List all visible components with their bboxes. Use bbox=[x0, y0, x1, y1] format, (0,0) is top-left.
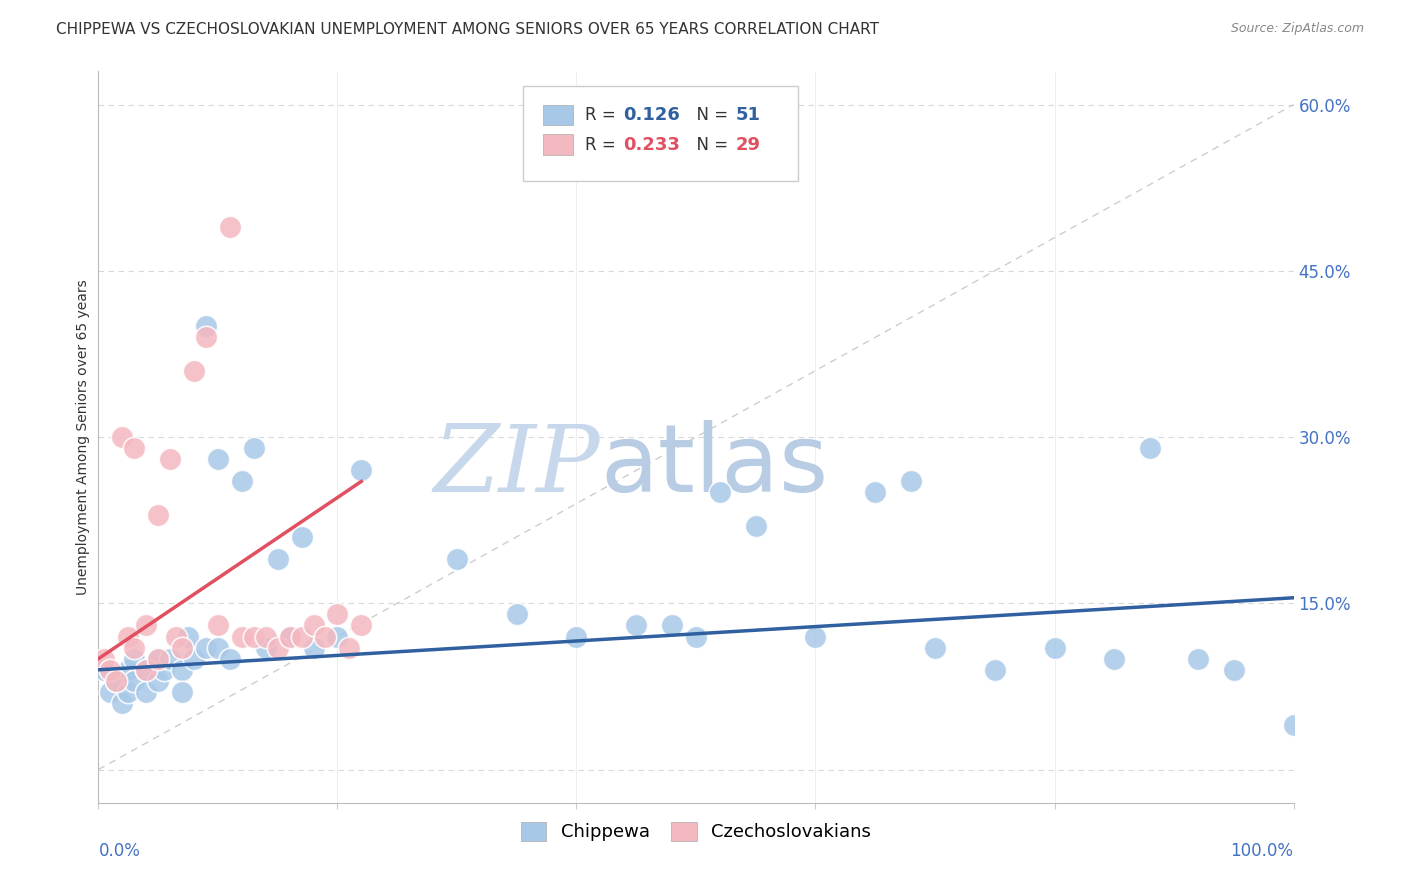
Text: 51: 51 bbox=[735, 106, 761, 124]
Point bbox=[1139, 441, 1161, 455]
Text: 29: 29 bbox=[735, 136, 761, 153]
Point bbox=[153, 663, 176, 677]
Point bbox=[254, 630, 277, 644]
FancyBboxPatch shape bbox=[543, 105, 572, 126]
Point bbox=[326, 630, 349, 644]
Point bbox=[117, 663, 139, 677]
Text: ZIP: ZIP bbox=[433, 421, 600, 511]
Point bbox=[135, 663, 157, 677]
Point bbox=[124, 441, 146, 455]
Point bbox=[267, 552, 290, 566]
Point bbox=[326, 607, 349, 622]
Point bbox=[291, 630, 314, 644]
Legend: Chippewa, Czechoslovakians: Chippewa, Czechoslovakians bbox=[513, 814, 879, 848]
Text: 0.126: 0.126 bbox=[623, 106, 681, 124]
Point bbox=[278, 630, 301, 644]
Point bbox=[661, 618, 683, 632]
Point bbox=[254, 640, 277, 655]
Text: N =: N = bbox=[686, 136, 734, 153]
Point bbox=[865, 485, 887, 500]
Point bbox=[267, 640, 290, 655]
Text: Source: ZipAtlas.com: Source: ZipAtlas.com bbox=[1230, 22, 1364, 36]
Point bbox=[148, 673, 170, 688]
Point bbox=[506, 607, 529, 622]
Point bbox=[207, 452, 229, 467]
Text: N =: N = bbox=[686, 106, 734, 124]
Point bbox=[183, 363, 205, 377]
Point bbox=[117, 630, 139, 644]
Point bbox=[804, 630, 827, 644]
Point bbox=[93, 663, 115, 677]
Point bbox=[745, 518, 768, 533]
Point bbox=[148, 651, 170, 665]
FancyBboxPatch shape bbox=[523, 86, 797, 181]
Point bbox=[195, 330, 218, 344]
Point bbox=[626, 618, 648, 632]
Text: R =: R = bbox=[585, 106, 621, 124]
Point bbox=[219, 219, 242, 234]
Point bbox=[135, 685, 157, 699]
Point bbox=[231, 630, 253, 644]
Point bbox=[172, 640, 194, 655]
Point bbox=[924, 640, 946, 655]
Point bbox=[984, 663, 1007, 677]
Text: atlas: atlas bbox=[600, 420, 828, 512]
Point bbox=[124, 651, 146, 665]
Point bbox=[302, 640, 325, 655]
Point bbox=[172, 685, 194, 699]
Point bbox=[1282, 718, 1305, 732]
Point bbox=[446, 552, 468, 566]
Point bbox=[177, 630, 200, 644]
Text: 0.0%: 0.0% bbox=[98, 842, 141, 860]
Point bbox=[900, 475, 922, 489]
Point bbox=[339, 640, 361, 655]
Point bbox=[165, 630, 187, 644]
Point bbox=[207, 618, 229, 632]
Point bbox=[195, 319, 218, 334]
Point bbox=[105, 673, 128, 688]
Point bbox=[135, 663, 157, 677]
Point bbox=[105, 673, 128, 688]
Point bbox=[709, 485, 731, 500]
Point bbox=[302, 618, 325, 632]
Y-axis label: Unemployment Among Seniors over 65 years: Unemployment Among Seniors over 65 years bbox=[76, 279, 90, 595]
Point bbox=[124, 673, 146, 688]
FancyBboxPatch shape bbox=[543, 135, 572, 154]
Point bbox=[278, 630, 301, 644]
Point bbox=[243, 630, 266, 644]
Point bbox=[1043, 640, 1066, 655]
Point bbox=[183, 651, 205, 665]
Point bbox=[117, 685, 139, 699]
Point bbox=[243, 441, 266, 455]
Point bbox=[98, 685, 122, 699]
Point bbox=[111, 430, 134, 444]
Point bbox=[1187, 651, 1209, 665]
Point bbox=[350, 463, 373, 477]
Point bbox=[159, 651, 181, 665]
Point bbox=[124, 640, 146, 655]
Text: R =: R = bbox=[585, 136, 621, 153]
Point bbox=[291, 530, 314, 544]
Point bbox=[315, 630, 337, 644]
Point bbox=[172, 663, 194, 677]
Point bbox=[148, 651, 170, 665]
Text: CHIPPEWA VS CZECHOSLOVAKIAN UNEMPLOYMENT AMONG SENIORS OVER 65 YEARS CORRELATION: CHIPPEWA VS CZECHOSLOVAKIAN UNEMPLOYMENT… bbox=[56, 22, 879, 37]
Point bbox=[219, 651, 242, 665]
Text: 100.0%: 100.0% bbox=[1230, 842, 1294, 860]
Point bbox=[685, 630, 707, 644]
Point bbox=[565, 630, 588, 644]
Point bbox=[93, 651, 115, 665]
Point bbox=[135, 618, 157, 632]
Point bbox=[350, 618, 373, 632]
Point bbox=[148, 508, 170, 522]
Point bbox=[195, 640, 218, 655]
Point bbox=[111, 696, 134, 710]
Point bbox=[98, 663, 122, 677]
Point bbox=[1104, 651, 1126, 665]
Text: 0.233: 0.233 bbox=[623, 136, 681, 153]
Point bbox=[1223, 663, 1246, 677]
Point bbox=[207, 640, 229, 655]
Point bbox=[231, 475, 253, 489]
Point bbox=[159, 452, 181, 467]
